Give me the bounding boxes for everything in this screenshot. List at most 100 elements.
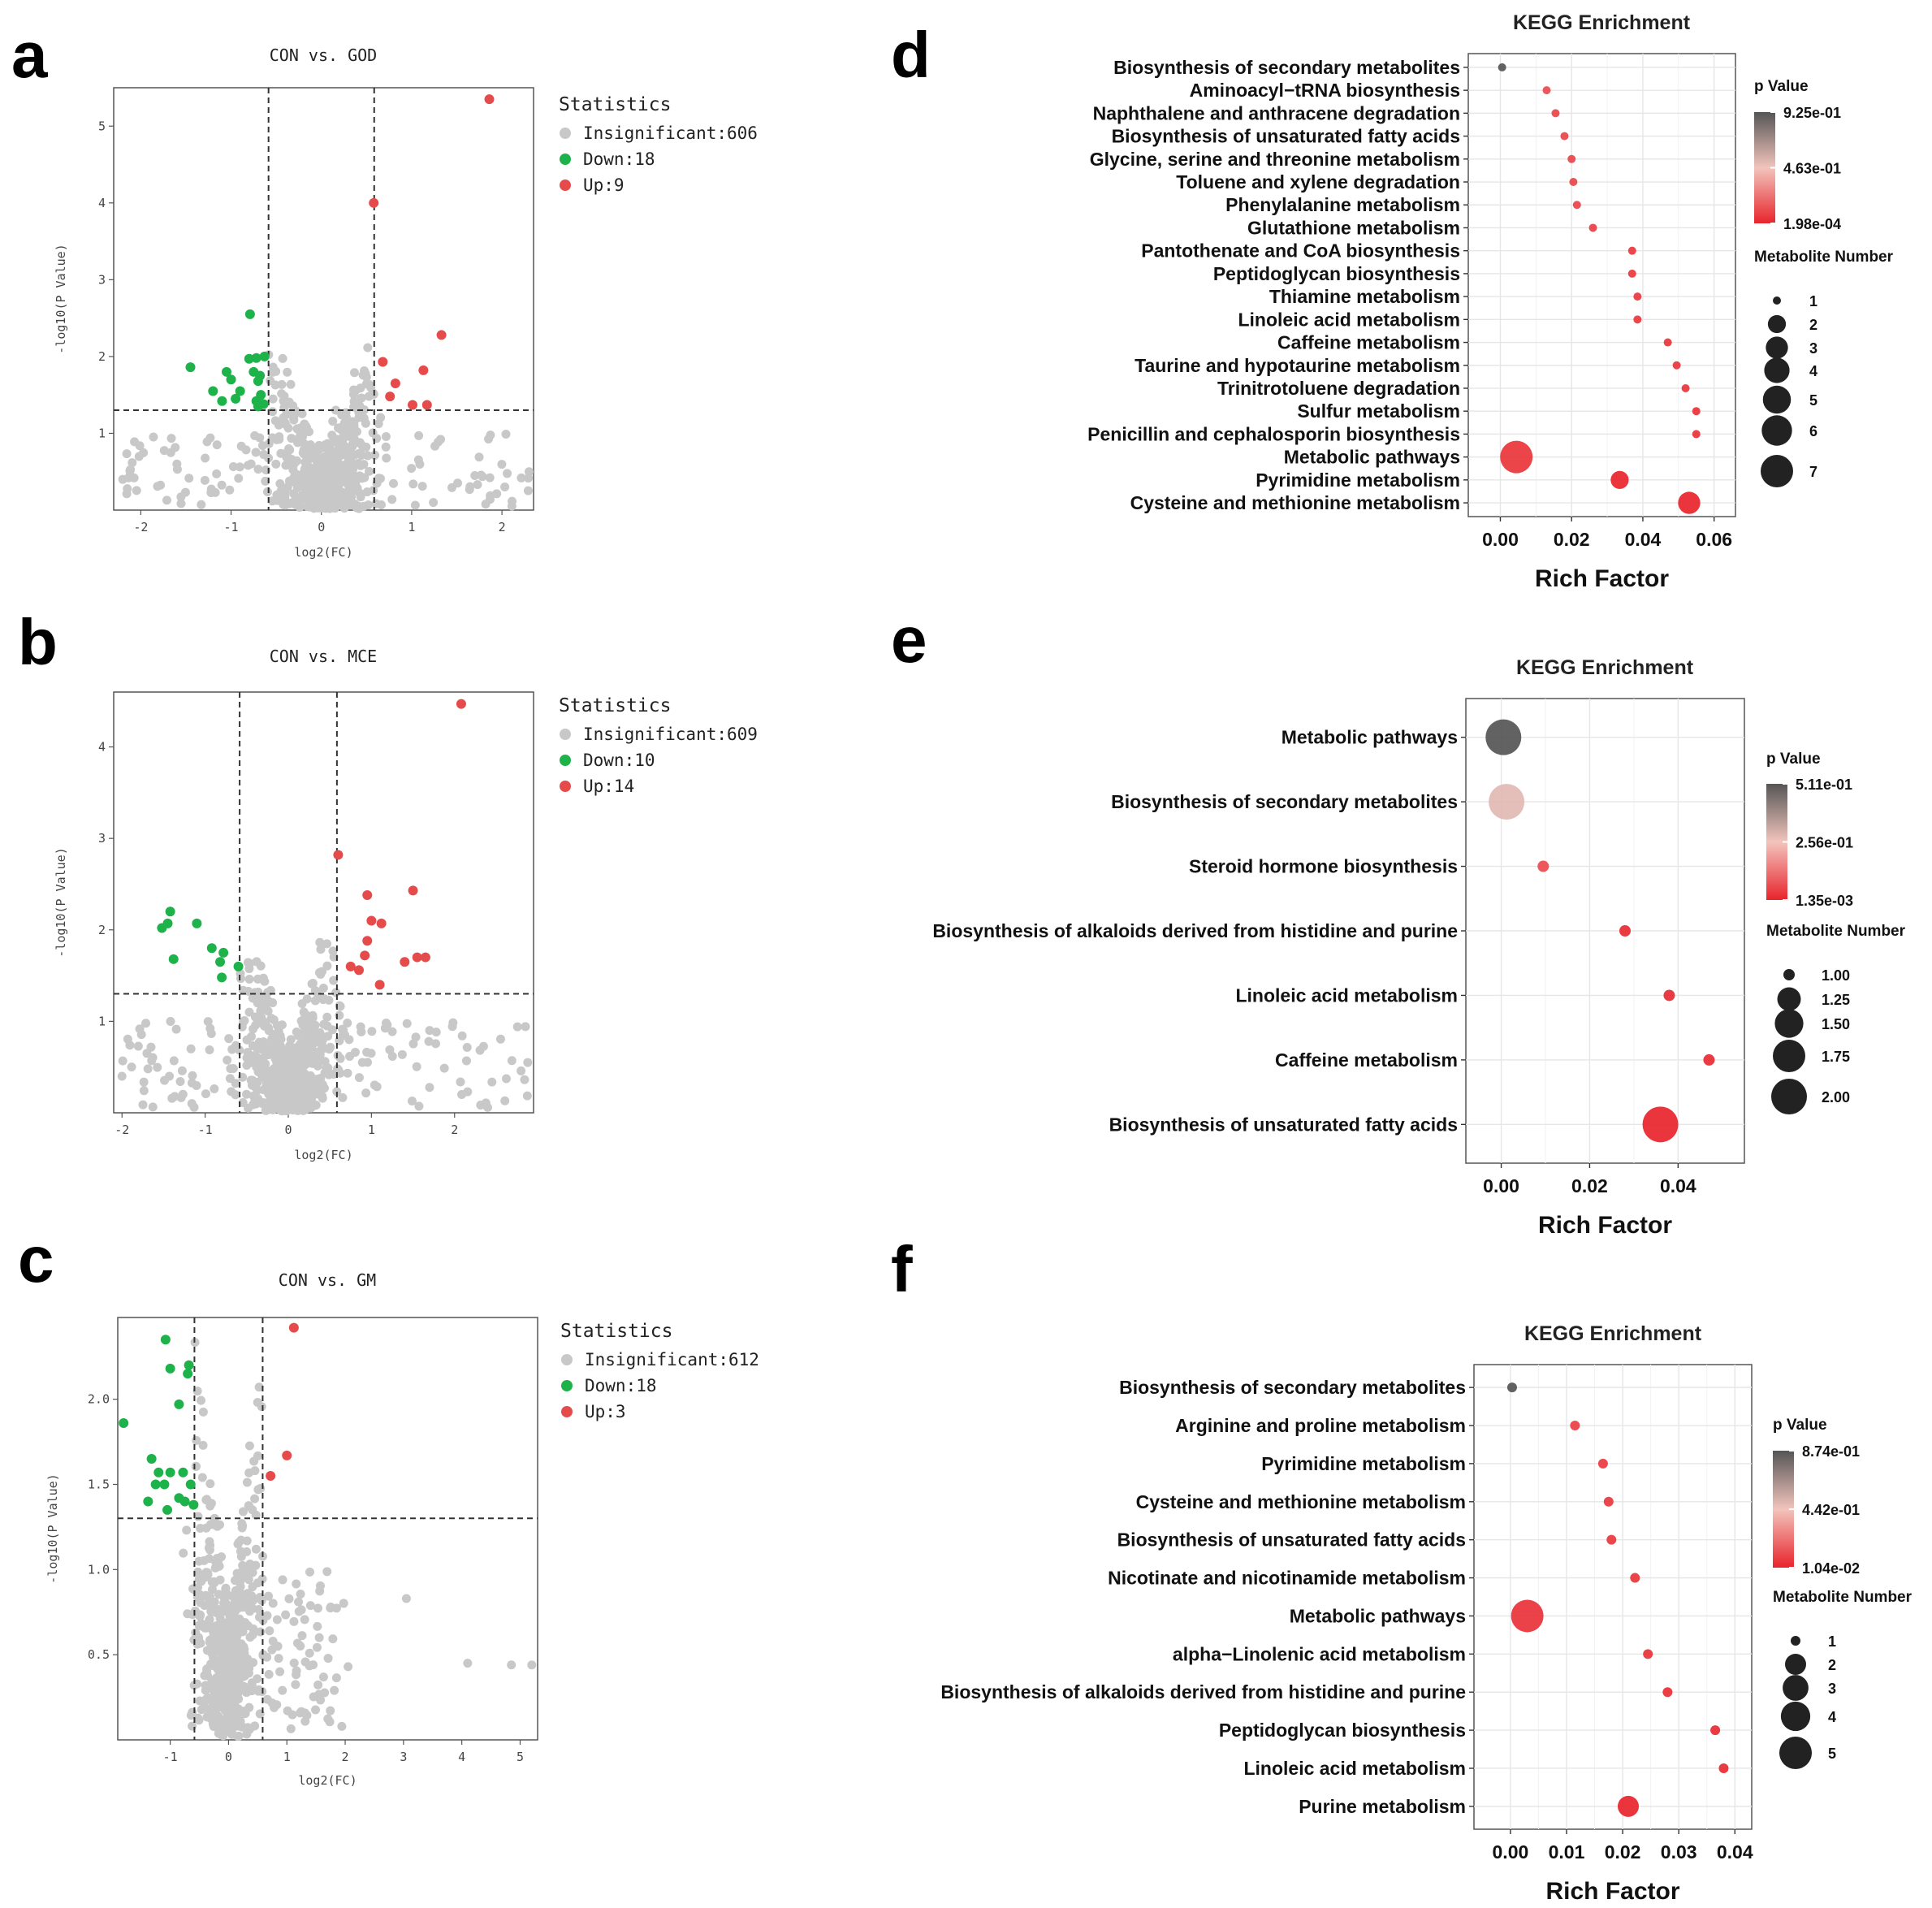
bubble-point (1603, 1496, 1614, 1507)
insignificant-point (278, 1065, 287, 1075)
insignificant-point (172, 459, 182, 469)
x-tick-label: 0.02 (1554, 529, 1590, 550)
down-point (185, 362, 196, 373)
insignificant-point (314, 466, 324, 476)
insignificant-point (335, 446, 344, 456)
bubble-point (1569, 178, 1578, 187)
up-point (345, 961, 356, 971)
insignificant-point (328, 946, 338, 956)
insignificant-point (200, 1623, 210, 1633)
insignificant-point (282, 498, 292, 508)
legend-marker-down (560, 755, 571, 766)
up-point (378, 357, 388, 367)
down-point (217, 396, 227, 406)
size-legend-label: 5 (1809, 392, 1817, 409)
insignificant-point (307, 1019, 317, 1028)
insignificant-point (197, 1473, 207, 1482)
insignificant-point (323, 1654, 333, 1664)
category-label: Aminoacyl−tRNA biosynthesis (1190, 80, 1460, 101)
insignificant-point (268, 394, 278, 404)
insignificant-point (296, 1590, 305, 1599)
category-label: Metabolic pathways (1282, 727, 1458, 748)
bubble-point (1633, 315, 1642, 324)
insignificant-point (231, 1655, 240, 1665)
insignificant-point (331, 988, 341, 997)
insignificant-point (242, 1035, 252, 1045)
insignificant-point (186, 1044, 196, 1054)
category-label: Trinitrotoluene degradation (1217, 378, 1460, 399)
insignificant-point (361, 1088, 371, 1098)
insignificant-point (304, 1047, 313, 1057)
insignificant-point (212, 440, 222, 450)
volcano-chart-con-vs-gm: CON vs. GM -1 0 1 2 3 4 5 0.5 1.0 1.5 2.0 log2(FC) -l… (45, 1270, 759, 1788)
insignificant-point (250, 430, 260, 440)
insignificant-point (457, 1031, 467, 1041)
insignificant-point (235, 462, 244, 472)
category-label: Arginine and proline metabolism (1175, 1415, 1466, 1436)
color-bar-label: 1.35e-03 (1796, 893, 1853, 909)
bubble-point (1489, 784, 1525, 820)
insignificant-point (523, 1058, 533, 1067)
insignificant-point (176, 492, 186, 502)
insignificant-point (363, 343, 373, 353)
volcano-chart-con-vs-god: CON vs. GOD -2 -1 0 1 2 1 2 3 4 5 log2(FC) -log10(P … (54, 45, 758, 560)
up-point (374, 980, 385, 990)
insignificant-point (314, 1633, 324, 1642)
insignificant-point (223, 1660, 233, 1670)
size-legend-marker (1785, 1654, 1806, 1675)
insignificant-point (397, 1049, 407, 1059)
y-tick-label: 1 (98, 426, 106, 440)
insignificant-point (264, 1669, 274, 1679)
bubble-point (1560, 132, 1569, 141)
x-tick-label: 5 (516, 1750, 524, 1764)
bubble-point (1643, 1649, 1653, 1659)
insignificant-point (242, 1089, 252, 1099)
bubble-point (1570, 1421, 1580, 1431)
insignificant-point (327, 1025, 337, 1035)
category-label: Penicillin and cephalosporin biosynthesi… (1087, 423, 1460, 444)
legend-marker-down (560, 154, 571, 165)
chart-title: KEGG Enrichment (1516, 656, 1694, 679)
insignificant-point (279, 1105, 289, 1114)
category-label: Caffeine metabolism (1277, 332, 1460, 353)
insignificant-point (289, 410, 299, 420)
legend-marker-up (560, 180, 571, 191)
panel-label-d: d (891, 19, 931, 91)
insignificant-point (202, 437, 212, 447)
bubble-point (1692, 407, 1701, 416)
insignificant-point (296, 501, 305, 511)
insignificant-point (387, 1027, 397, 1036)
insignificant-point (239, 1573, 249, 1582)
x-tick-label: -1 (224, 520, 239, 534)
insignificant-point (260, 976, 270, 986)
x-tick-label: 3 (400, 1750, 407, 1764)
insignificant-point (309, 1692, 318, 1702)
insignificant-point (239, 1017, 249, 1027)
insignificant-point (322, 1567, 332, 1577)
insignificant-point (331, 437, 341, 447)
insignificant-point (237, 1523, 247, 1533)
insignificant-point (507, 1660, 516, 1670)
insignificant-point (149, 432, 158, 442)
category-label: Naphthalene and anthracene degradation (1093, 102, 1460, 123)
insignificant-point (213, 1688, 223, 1698)
insignificant-point (343, 1018, 352, 1028)
insignificant-point (473, 480, 482, 490)
insignificant-point (249, 1456, 259, 1466)
insignificant-point (356, 383, 365, 393)
insignificant-point (184, 474, 194, 483)
insignificant-point (118, 1056, 128, 1066)
x-tick-label: 0 (225, 1750, 232, 1764)
insignificant-point (425, 1083, 434, 1092)
insignificant-point (272, 1615, 282, 1625)
y-tick-label: 3 (98, 831, 106, 846)
insignificant-point (265, 1626, 274, 1636)
category-label: Glutathione metabolism (1247, 217, 1460, 238)
insignificant-point (191, 1461, 201, 1471)
insignificant-point (331, 461, 340, 471)
down-point (215, 957, 226, 967)
x-axis-label: Rich Factor (1535, 565, 1669, 592)
bubble-point (1485, 719, 1522, 755)
up-point (408, 885, 418, 896)
insignificant-point (501, 1074, 511, 1084)
